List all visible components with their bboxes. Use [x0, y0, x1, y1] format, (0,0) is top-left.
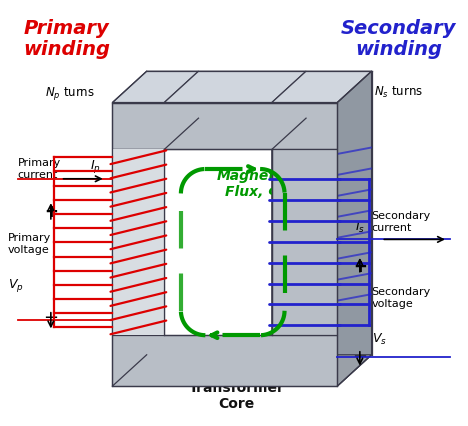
Polygon shape: [112, 150, 164, 335]
Polygon shape: [272, 71, 372, 103]
Text: Secondary
winding: Secondary winding: [341, 20, 457, 59]
Text: Primary
voltage: Primary voltage: [8, 233, 51, 255]
Text: Primary
current: Primary current: [18, 158, 61, 180]
Text: Magnetic
Flux, Φ: Magnetic Flux, Φ: [216, 169, 288, 199]
Polygon shape: [112, 71, 198, 103]
Polygon shape: [164, 118, 306, 150]
Text: $N_s$ turns: $N_s$ turns: [374, 85, 424, 100]
Text: Secondary
current: Secondary current: [372, 211, 431, 233]
Text: $N_p$ turns: $N_p$ turns: [45, 85, 95, 102]
Polygon shape: [112, 355, 372, 386]
Text: Primary
winding: Primary winding: [23, 20, 110, 59]
Text: Transformer
Core: Transformer Core: [189, 381, 285, 411]
Text: −: −: [352, 348, 367, 366]
Text: $V_p$: $V_p$: [8, 276, 23, 294]
Polygon shape: [164, 71, 306, 103]
Text: +: +: [44, 203, 58, 221]
Polygon shape: [112, 103, 337, 150]
Text: $V_s$: $V_s$: [372, 332, 387, 347]
Text: $I_p$: $I_p$: [90, 158, 101, 175]
Polygon shape: [272, 118, 306, 335]
Text: $I_s$: $I_s$: [355, 220, 365, 236]
Polygon shape: [112, 335, 337, 386]
Polygon shape: [112, 150, 164, 335]
Text: −: −: [43, 308, 58, 327]
Text: Secondary
voltage: Secondary voltage: [372, 287, 431, 309]
Polygon shape: [272, 150, 337, 335]
Text: +: +: [353, 258, 367, 276]
Polygon shape: [337, 71, 372, 386]
